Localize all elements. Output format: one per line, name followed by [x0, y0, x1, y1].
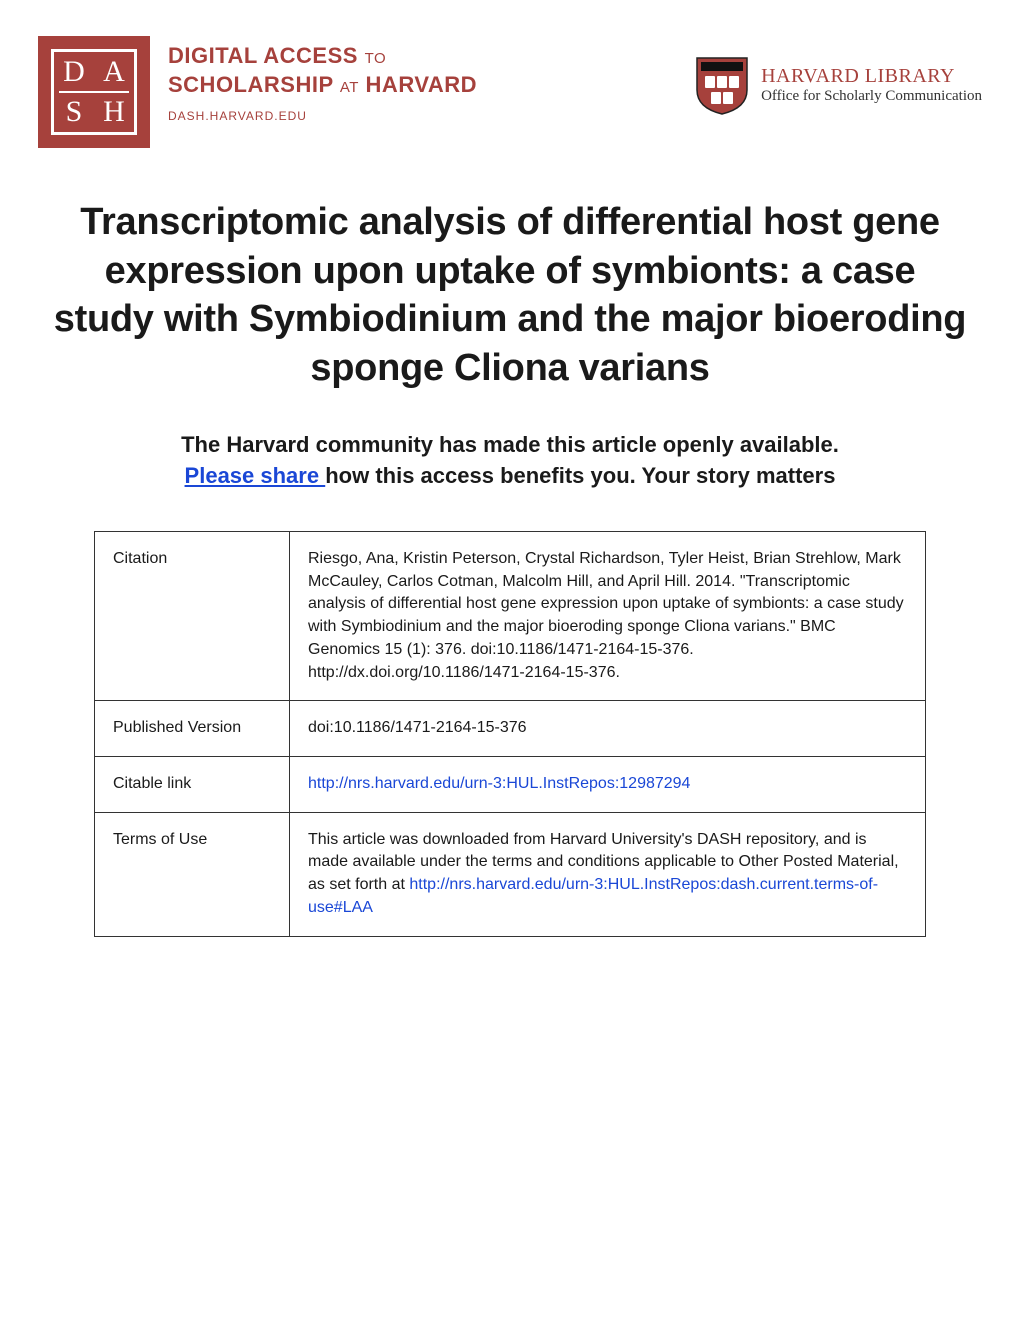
table-row: Published Version doi:10.1186/1471-2164-… — [95, 701, 926, 757]
dash-letter: D — [54, 52, 94, 92]
metadata-table: Citation Riesgo, Ana, Kristin Peterson, … — [94, 531, 926, 937]
dash-url: DASH.HARVARD.EDU — [168, 109, 477, 123]
page-header: D A S H DIGITAL ACCESS TO SCHOLARSHIP AT… — [38, 36, 982, 148]
table-row: Terms of Use This article was downloaded… — [95, 812, 926, 936]
dash-letter: S — [54, 92, 94, 132]
harvard-title: HARVARD LIBRARY — [761, 65, 982, 88]
dash-letter: H — [94, 92, 134, 132]
dash-brand: D A S H DIGITAL ACCESS TO SCHOLARSHIP AT… — [38, 36, 477, 148]
row-label: Citation — [95, 531, 290, 700]
dash-line1-a: DIGITAL ACCESS — [168, 43, 358, 68]
citable-link[interactable]: http://nrs.harvard.edu/urn-3:HUL.InstRep… — [308, 775, 690, 792]
row-value: This article was downloaded from Harvard… — [290, 812, 926, 936]
harvard-library-brand: HARVARD LIBRARY Office for Scholarly Com… — [695, 36, 982, 116]
table-row: Citable link http://nrs.harvard.edu/urn-… — [95, 757, 926, 813]
row-value: http://nrs.harvard.edu/urn-3:HUL.InstRep… — [290, 757, 926, 813]
row-label: Citable link — [95, 757, 290, 813]
article-title: Transcriptomic analysis of differential … — [50, 198, 970, 393]
dash-title-text: DIGITAL ACCESS TO SCHOLARSHIP AT HARVARD… — [168, 36, 477, 123]
dash-logo: D A S H — [38, 36, 150, 148]
share-pre: The Harvard community has made this arti… — [181, 432, 839, 457]
harvard-subtitle: Office for Scholarly Communication — [761, 88, 982, 105]
row-value: doi:10.1186/1471-2164-15-376 — [290, 701, 926, 757]
dash-line1-b: TO — [365, 50, 387, 67]
share-post: how this access benefits you. Your story… — [325, 463, 835, 488]
harvard-shield-icon — [695, 54, 749, 116]
row-value: Riesgo, Ana, Kristin Peterson, Crystal R… — [290, 531, 926, 700]
please-share-link[interactable]: Please share — [185, 463, 326, 488]
row-label: Terms of Use — [95, 812, 290, 936]
dash-line2-c: HARVARD — [366, 72, 477, 97]
dash-line2-b: AT — [340, 79, 359, 96]
dash-line2-a: SCHOLARSHIP — [168, 72, 333, 97]
row-label: Published Version — [95, 701, 290, 757]
dash-letter: A — [94, 52, 134, 92]
share-message: The Harvard community has made this arti… — [170, 429, 850, 491]
table-row: Citation Riesgo, Ana, Kristin Peterson, … — [95, 531, 926, 700]
